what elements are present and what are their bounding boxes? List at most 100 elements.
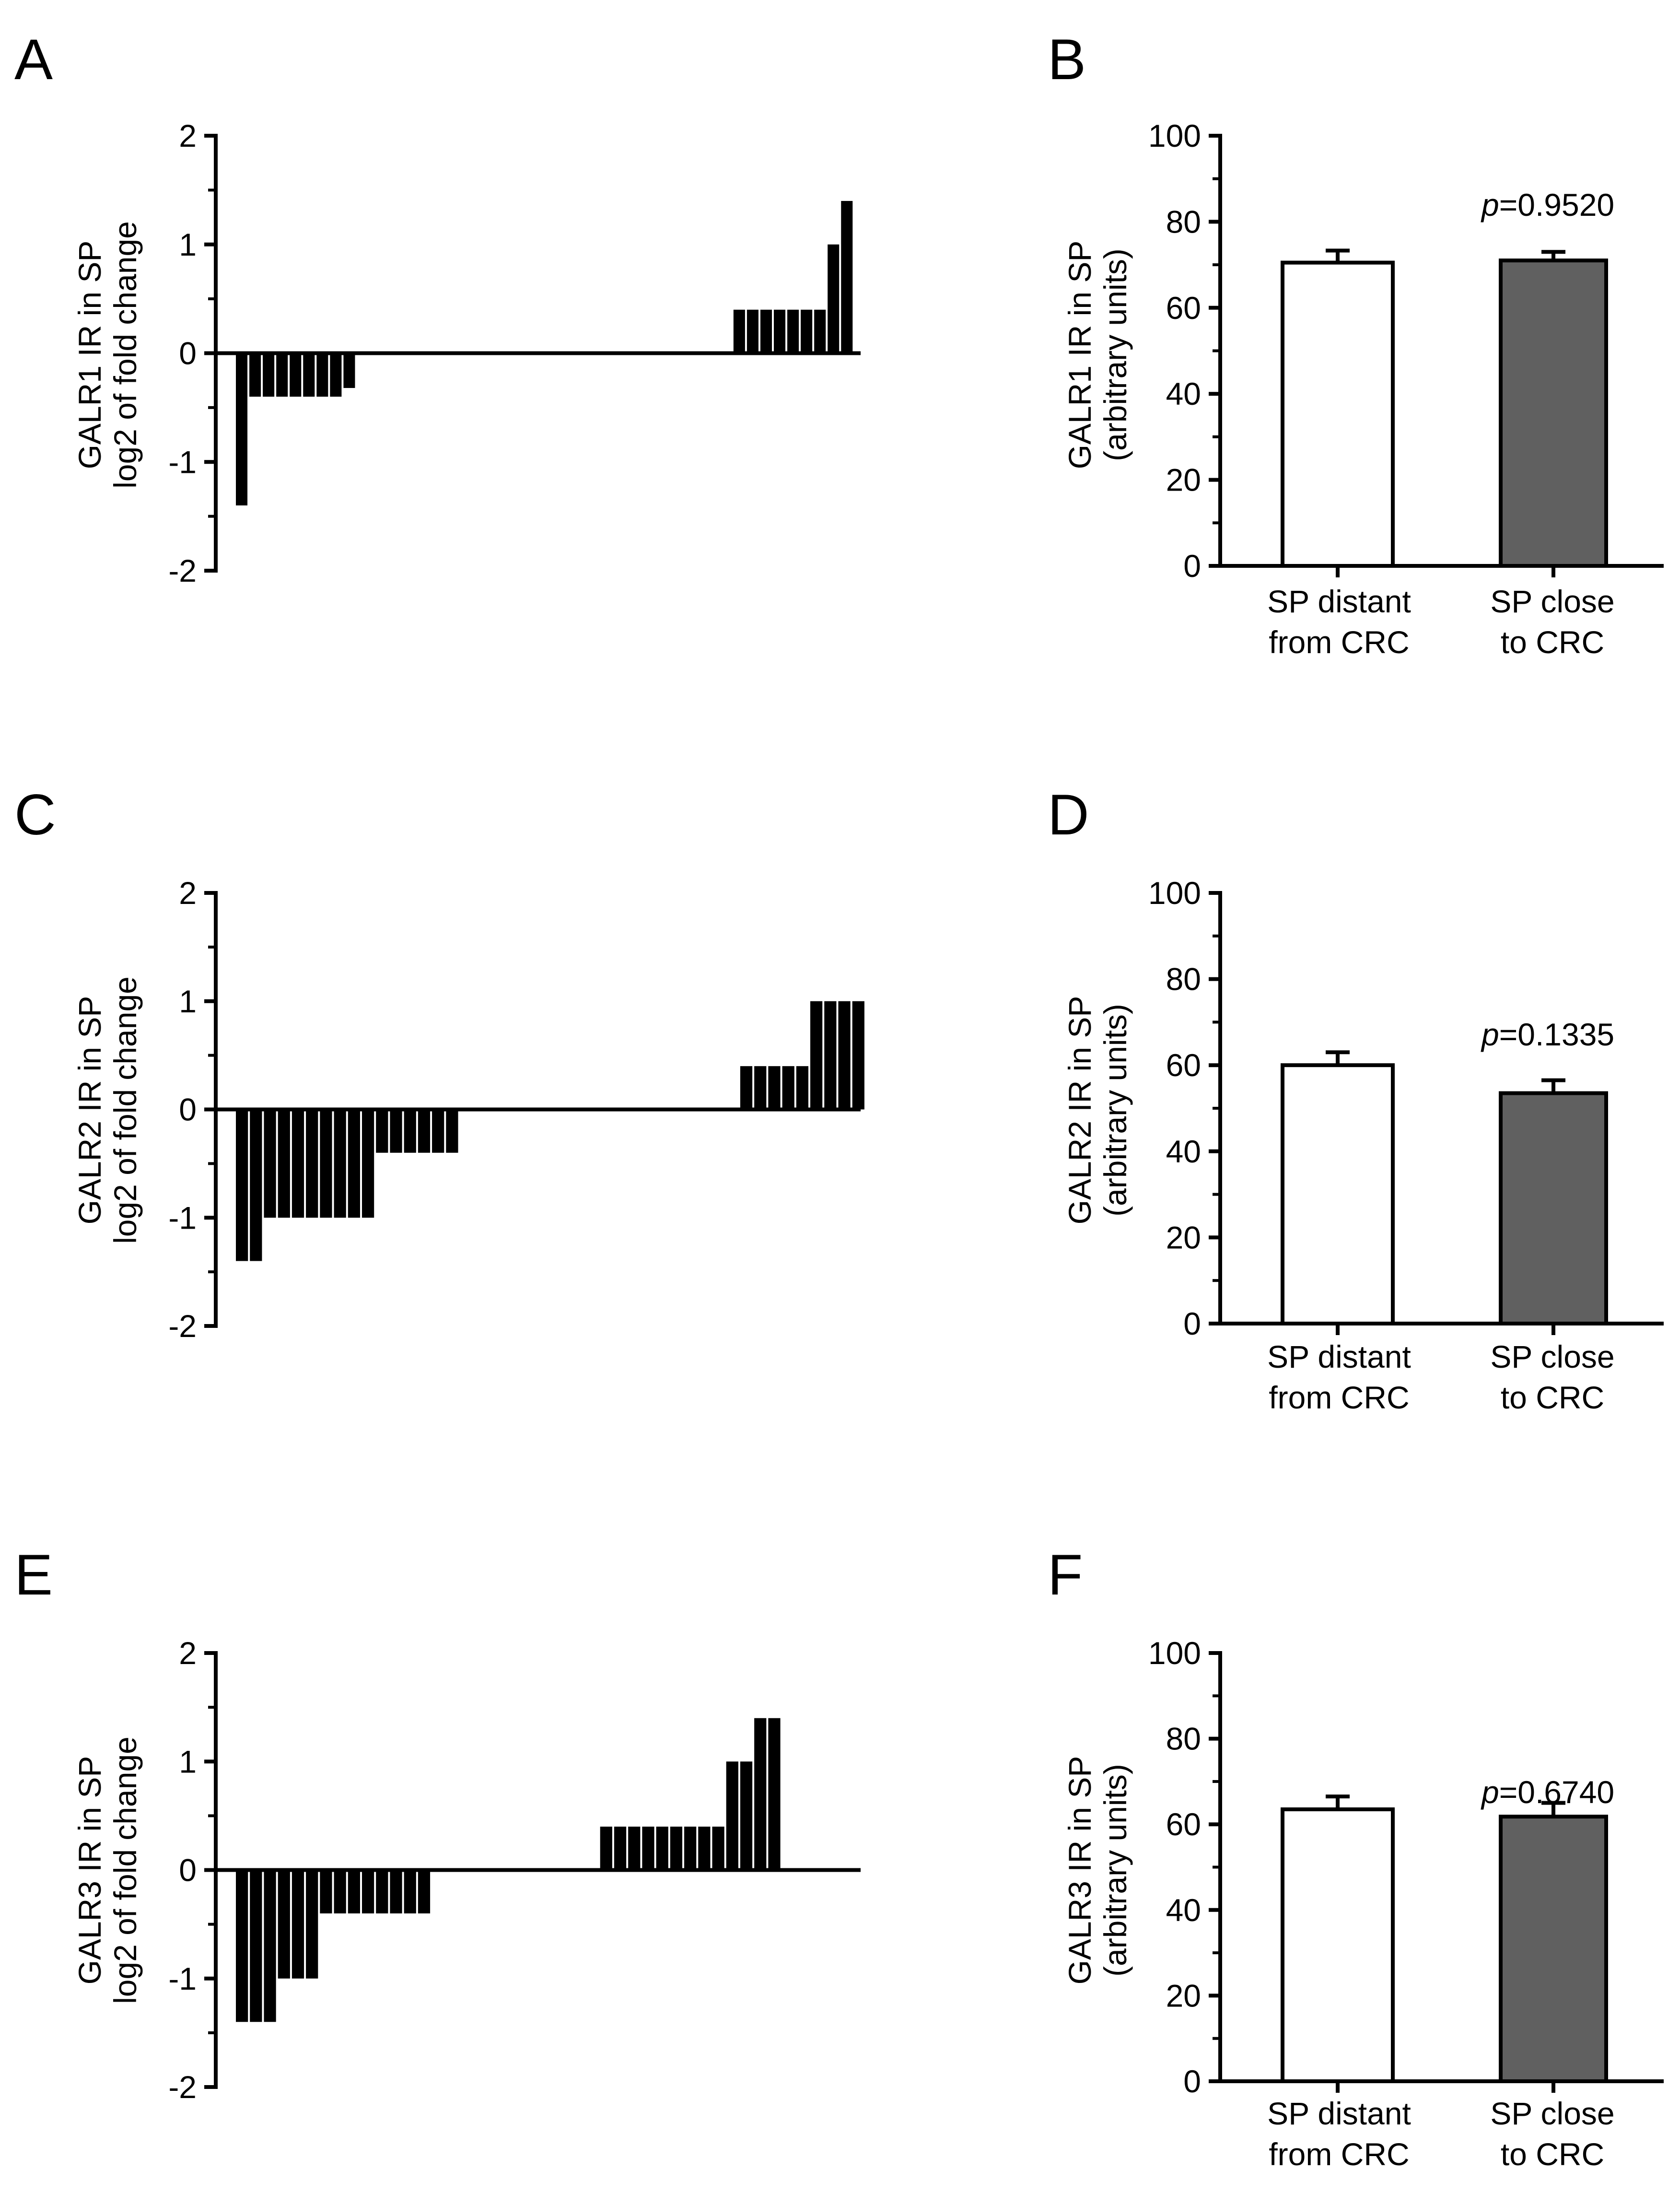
category-label: SP distant (1267, 584, 1411, 619)
y-tick-label: 0 (179, 1092, 197, 1127)
y-axis-label: log2 of fold change (107, 976, 143, 1244)
bar (740, 1761, 753, 1870)
bar (264, 1870, 276, 2022)
bar (760, 309, 772, 353)
category-label: from CRC (1269, 1380, 1409, 1415)
category-label: SP close (1490, 1339, 1614, 1374)
y-axis-label: (arbitrary units) (1097, 1764, 1133, 1977)
bar (774, 309, 786, 353)
panel-letter: D (1048, 783, 1089, 847)
bar (754, 1066, 767, 1110)
bar (814, 309, 826, 353)
y-tick-label: 0 (1183, 548, 1201, 584)
y-tick-label: 0 (1183, 2064, 1201, 2099)
bar (670, 1827, 683, 1870)
bar (249, 353, 261, 397)
bar-close (1499, 1091, 1608, 1326)
y-tick-label: 0 (179, 1853, 197, 1888)
y-tick-label: -1 (168, 444, 197, 480)
bar (824, 1001, 837, 1110)
panel-letter: A (14, 27, 53, 92)
bar (841, 201, 853, 353)
y-tick-label: 1 (179, 984, 197, 1019)
bar (404, 1870, 416, 1913)
panel-letter: E (14, 1543, 53, 1607)
panel-a: A GALR1 IR in SP log2 of fold change 2 1 0… (14, 27, 861, 588)
y-tick-label: 60 (1166, 1806, 1201, 1842)
category-label: to CRC (1501, 624, 1604, 660)
bar (290, 353, 302, 397)
bar (698, 1827, 711, 1870)
y-axis-label: log2 of fold change (107, 1736, 143, 2004)
bar (250, 1870, 262, 2022)
bar (276, 353, 288, 397)
bar (236, 1109, 248, 1261)
y-axis-label: GALR2 IR in SP (1062, 996, 1097, 1225)
waterfall-plot-e: 2 1 0 -1 -2 (168, 1635, 861, 2105)
bar (303, 353, 315, 397)
bar (362, 1870, 374, 1913)
bar (334, 1870, 346, 1913)
bar (292, 1109, 304, 1218)
y-tick-label: 80 (1166, 204, 1201, 239)
bar (278, 1870, 290, 1979)
bar (320, 1109, 332, 1218)
bar (838, 1001, 851, 1110)
y-tick-label: 80 (1166, 962, 1201, 997)
bar (418, 1109, 431, 1153)
mean-bar-plot-f: 0 20 40 60 80 100 (1148, 1635, 1664, 2099)
category-label: SP close (1490, 584, 1614, 619)
bar (740, 1066, 753, 1110)
bar (292, 1870, 304, 1979)
bar (656, 1827, 668, 1870)
y-axis-label: log2 of fold change (107, 221, 143, 489)
y-tick-label: 60 (1166, 290, 1201, 326)
panel-c: C GALR2 IR in SP log2 of fold change 2 1 0… (14, 783, 864, 1344)
bar (348, 1109, 360, 1218)
bar-close (1499, 258, 1608, 568)
y-tick-label: 0 (1183, 1306, 1201, 1341)
y-tick-label: 2 (179, 1635, 197, 1671)
bar (782, 1066, 794, 1110)
bar-close (1499, 1815, 1608, 2083)
bar (712, 1827, 724, 1870)
bar (747, 309, 758, 353)
panel-d: D GALR2 IR in SP (arbitrary units) p=0.1… (1048, 783, 1664, 1415)
bar (390, 1870, 402, 1913)
p-value: =0.1335 (1499, 1017, 1614, 1052)
bar (801, 309, 813, 353)
bar (316, 353, 328, 397)
y-tick-label: 60 (1166, 1047, 1201, 1083)
panel-f: F GALR3 IR in SP (arbitrary units) p=0.6… (1048, 1543, 1664, 2172)
panel-b: B GALR1 IR in SP (arbitrary units) p=0.9… (1048, 27, 1664, 660)
bar (768, 1718, 781, 1870)
waterfall-plot-c: 2 1 0 -1 -2 (168, 875, 864, 1344)
y-axis-label: GALR1 IR in SP (1062, 241, 1097, 469)
bar (828, 244, 840, 353)
bar-distant (1281, 260, 1395, 568)
panel-letter: B (1048, 27, 1086, 92)
bar (733, 309, 745, 353)
y-tick-label: -1 (168, 1961, 197, 1996)
bar-distant (1281, 1063, 1395, 1325)
y-tick-label: 100 (1148, 1635, 1201, 1671)
bar (810, 1001, 823, 1110)
y-tick-label: 40 (1166, 376, 1201, 411)
mean-bar-plot-d: 0 20 40 60 80 100 (1148, 875, 1664, 1341)
bar (264, 1109, 276, 1218)
category-label: SP close (1490, 2096, 1614, 2131)
bar (446, 1109, 458, 1153)
category-label: from CRC (1269, 624, 1409, 660)
bar (376, 1870, 388, 1913)
bar (376, 1109, 388, 1153)
bar (684, 1827, 697, 1870)
y-tick-label: 100 (1148, 118, 1201, 153)
bar (250, 1109, 262, 1261)
bar (600, 1827, 612, 1870)
bar (306, 1870, 318, 1979)
p-value-label: p=0.9520 (1481, 187, 1614, 223)
y-tick-label: 80 (1166, 1721, 1201, 1757)
y-tick-label: 1 (179, 1744, 197, 1779)
bar (852, 1001, 864, 1110)
bar (320, 1870, 332, 1913)
